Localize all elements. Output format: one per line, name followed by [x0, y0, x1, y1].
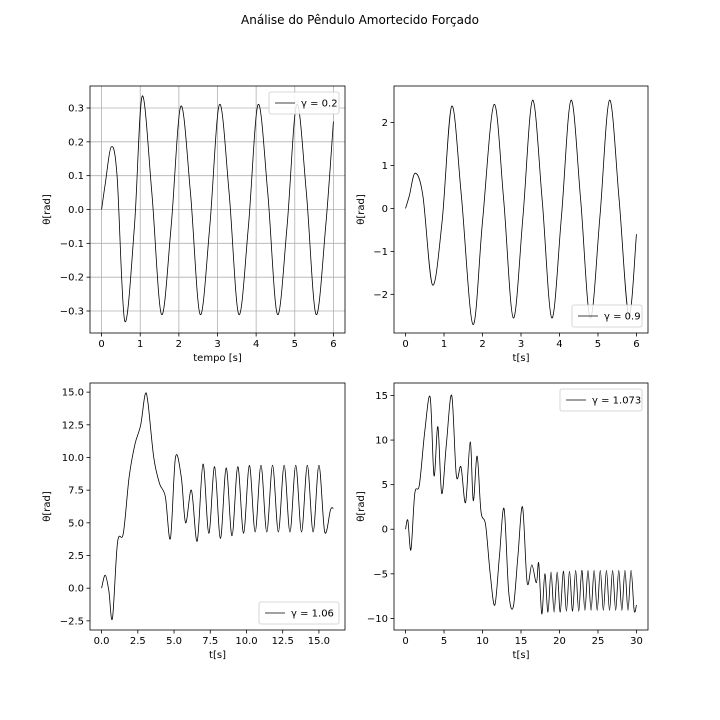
plot-frame — [393, 85, 649, 334]
x-tick-label: 6 — [633, 339, 639, 350]
series-line — [101, 392, 334, 621]
x-tick-label: 15 — [515, 636, 528, 647]
y-tick-label: 10 — [375, 436, 388, 447]
legend: γ = 1.06 — [258, 601, 340, 625]
legend-label: γ = 0.9 — [604, 312, 641, 323]
chart-panel-3: 0.0 2.5 5.0 7.5 10.0 12.5 15.0 −2.5 0.0 2.5 5.0 7.5… — [42, 382, 346, 661]
y-tick-label: −10 — [367, 614, 388, 625]
x-tick-label: 20 — [553, 636, 566, 647]
y-tick-label: 0.2 — [68, 137, 84, 148]
x-tick-label: 10 — [476, 636, 489, 647]
x-tick-label: 15.0 — [308, 636, 330, 647]
y-tick-label: 0.0 — [68, 205, 84, 216]
chart-panel-2: 0 1 2 3 4 5 6 −2 −1 0 1 2 t[s] θ[rad] γ = 0.9 — [356, 85, 649, 364]
chart-panel-4: 0 5 10 15 20 25 30 −10 −5 0 5 10 15 t[s] θ[rad] γ = 1.0… — [356, 382, 649, 661]
y-tick-label: −5 — [373, 569, 388, 580]
legend-label: γ = 0.2 — [301, 99, 338, 110]
x-tick-label: 2 — [176, 339, 182, 350]
x-tick-label: 4 — [556, 339, 562, 350]
x-tick-label: 0.0 — [94, 636, 110, 647]
y-tick-label: 2 — [382, 118, 388, 129]
x-tick-label: 10.0 — [235, 636, 257, 647]
x-tick-label: 5 — [292, 339, 298, 350]
y-tick-label: 0 — [382, 204, 388, 215]
legend-box — [559, 388, 643, 412]
y-tick-label: 1 — [382, 161, 388, 172]
x-tick-label: 1 — [441, 339, 447, 350]
x-axis-label: t[s] — [209, 650, 226, 661]
panels: 0 1 2 3 4 5 6 −0.3 −0.2 −0.1 0.0 0.1 0.2 0.3 tempo [s]… — [42, 85, 649, 661]
x-tick-label: 5 — [595, 339, 601, 350]
chart-panel-1: 0 1 2 3 4 5 6 −0.3 −0.2 −0.1 0.0 0.1 0.2 0.3 tempo [s]… — [42, 85, 346, 364]
y-axis-label: θ[rad] — [42, 491, 53, 522]
y-tick-label: −2 — [373, 290, 388, 301]
legend-box — [258, 601, 340, 625]
series-line — [405, 395, 637, 615]
x-tick-label: 0 — [402, 636, 408, 647]
plot-frame — [89, 382, 346, 631]
y-axis-label: θ[rad] — [356, 194, 367, 225]
y-tick-label: 0.0 — [68, 584, 84, 595]
x-tick-label: 4 — [253, 339, 259, 350]
y-axis-label: θ[rad] — [356, 491, 367, 522]
y-tick-label: 7.5 — [68, 486, 84, 497]
y-tick-label: −0.1 — [60, 239, 84, 250]
x-tick-label: 3 — [518, 339, 524, 350]
x-tick-label: 0 — [402, 339, 408, 350]
y-tick-label: −2.5 — [60, 616, 84, 627]
legend: γ = 0.2 — [268, 91, 340, 115]
x-tick-label: 30 — [630, 636, 643, 647]
y-tick-label: −1 — [373, 247, 388, 258]
plot-frame — [393, 382, 649, 631]
figure-title: Análise do Pêndulo Amortecido Forçado — [241, 13, 479, 27]
y-tick-label: 2.5 — [68, 551, 84, 562]
legend: γ = 1.073 — [559, 388, 643, 412]
x-tick-label: 2.5 — [130, 636, 146, 647]
x-tick-label: 7.5 — [202, 636, 218, 647]
legend-label: γ = 1.06 — [291, 609, 334, 620]
series-line — [405, 99, 637, 325]
legend: γ = 0.9 — [571, 304, 643, 328]
y-tick-label: 15 — [375, 391, 388, 402]
y-tick-label: 5 — [382, 480, 388, 491]
x-tick-label: 1 — [137, 339, 143, 350]
y-tick-label: 10.0 — [62, 453, 84, 464]
y-tick-label: 15.0 — [62, 388, 84, 399]
x-axis-label: t[s] — [513, 650, 530, 661]
y-tick-label: 0 — [382, 525, 388, 536]
y-tick-label: −0.2 — [60, 273, 84, 284]
legend-label: γ = 1.073 — [592, 396, 641, 407]
x-tick-label: 5 — [441, 636, 447, 647]
x-tick-label: 6 — [330, 339, 336, 350]
y-tick-label: 0.3 — [68, 103, 84, 114]
y-tick-label: −0.3 — [60, 307, 84, 318]
y-tick-label: 0.1 — [68, 171, 84, 182]
y-tick-label: 5.0 — [68, 518, 84, 529]
x-tick-label: 5.0 — [166, 636, 182, 647]
x-tick-label: 12.5 — [272, 636, 294, 647]
legend-box — [571, 304, 643, 328]
x-tick-label: 2 — [479, 339, 485, 350]
y-axis-label: θ[rad] — [42, 194, 53, 225]
x-axis-label: t[s] — [513, 353, 530, 364]
x-tick-label: 25 — [592, 636, 605, 647]
x-tick-label: 0 — [98, 339, 104, 350]
x-tick-label: 3 — [214, 339, 220, 350]
series-line — [101, 95, 334, 323]
y-tick-label: 12.5 — [62, 420, 84, 431]
legend-box — [268, 91, 340, 115]
x-axis-label: tempo [s] — [193, 353, 242, 364]
